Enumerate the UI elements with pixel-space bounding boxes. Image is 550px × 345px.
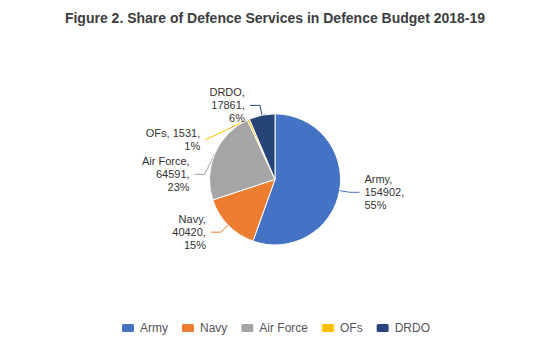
svg-text:55%: 55%: [364, 199, 386, 211]
svg-text:6%: 6%: [229, 112, 245, 124]
svg-text:Figure 2. Share of Defence Ser: Figure 2. Share of Defence Services in D…: [65, 10, 485, 26]
svg-text:Navy: Navy: [200, 321, 227, 335]
svg-text:OFs, 1531,: OFs, 1531,: [146, 127, 200, 139]
svg-text:17861,: 17861,: [211, 99, 245, 111]
svg-text:23%: 23%: [168, 181, 190, 193]
svg-text:Navy,: Navy,: [179, 213, 206, 225]
svg-text:1%: 1%: [184, 140, 200, 152]
svg-text:DRDO: DRDO: [395, 321, 430, 335]
svg-text:Army,: Army,: [364, 173, 392, 185]
svg-text:15%: 15%: [184, 239, 206, 251]
svg-text:Air Force: Air Force: [259, 321, 308, 335]
svg-text:DRDO,: DRDO,: [209, 86, 244, 98]
svg-text:Army: Army: [140, 321, 168, 335]
svg-text:OFs: OFs: [340, 321, 363, 335]
svg-text:40420,: 40420,: [172, 226, 206, 238]
svg-text:Air Force,: Air Force,: [142, 155, 190, 167]
svg-text:154902,: 154902,: [364, 186, 404, 198]
svg-text:64591,: 64591,: [156, 168, 190, 180]
